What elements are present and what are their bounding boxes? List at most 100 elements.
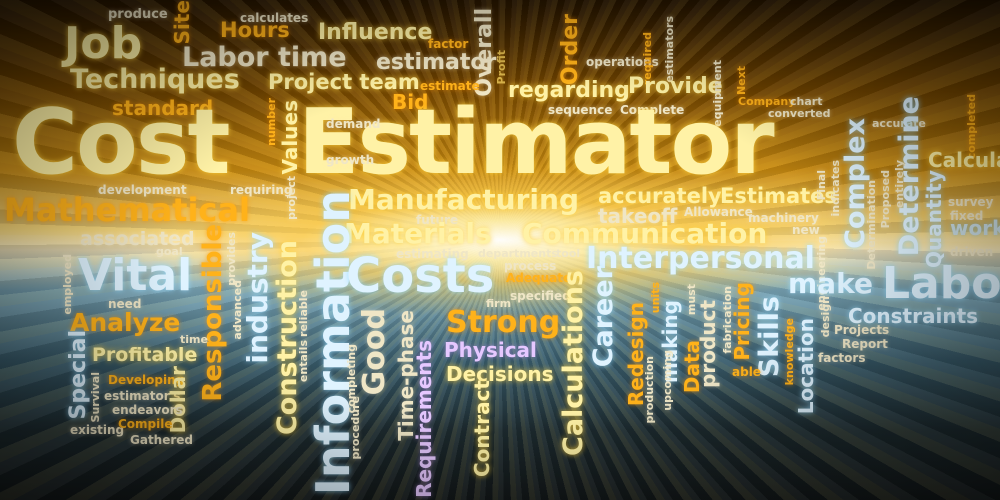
word-factor: factor <box>428 37 469 51</box>
word-estimators: estimators <box>663 16 676 83</box>
word-indicates: indicates <box>829 160 842 217</box>
word-vital: Vital <box>78 250 193 301</box>
word-knowledge: knowledge <box>783 318 796 386</box>
word-converted: converted <box>768 107 831 120</box>
word-sequence: sequence <box>548 103 613 117</box>
word-labor: Labo <box>882 258 1000 309</box>
word-reliable: reliable <box>297 290 310 337</box>
word-career: Career <box>588 266 619 368</box>
word-labor-time: Labor time <box>182 42 347 73</box>
word-goal: goal <box>156 245 183 258</box>
word-job: Job <box>64 18 143 69</box>
word-data: Data <box>680 340 704 394</box>
word-site: Site <box>170 0 194 45</box>
word-departments: departments <box>478 247 558 260</box>
word-operations: operations <box>586 55 659 69</box>
word-project-team: Project team <box>268 70 420 94</box>
word-accurately: accurately <box>598 184 722 208</box>
word-estimates: Estimates <box>720 184 837 208</box>
word-requiring: requiring <box>230 183 293 197</box>
word-estimator-big: Estimator <box>298 90 775 195</box>
word-requirements: Requirements <box>412 340 436 498</box>
word-existing: existing <box>70 423 125 437</box>
word-need: need <box>108 297 142 311</box>
word-costs: Costs <box>346 248 495 304</box>
word-time: time <box>180 333 208 346</box>
word-special: Special <box>66 330 91 420</box>
word-produce: produce <box>108 7 168 22</box>
word-entirely: entirely <box>893 160 906 209</box>
word-influence: Influence <box>318 20 433 45</box>
word-construction: Construction <box>272 240 303 436</box>
word-entails: entails <box>297 340 310 383</box>
word-estimating: estimating <box>396 247 469 261</box>
word-final: Final <box>815 170 828 201</box>
word-calculates: calculates <box>240 11 309 25</box>
word-production: production <box>643 356 656 424</box>
word-process: process <box>504 259 557 273</box>
word-new: new <box>792 223 820 237</box>
word-communication: Communication <box>522 217 768 250</box>
word-specified: specified <box>510 289 571 303</box>
word-analyze: Analyze <box>70 308 181 337</box>
word-make: make <box>788 267 873 300</box>
word-tool: tool <box>556 247 581 260</box>
word-endeavors: endeavors <box>112 403 183 417</box>
word-provide: Provide <box>628 74 723 99</box>
word-manufacturing: Manufacturing <box>348 183 579 216</box>
word-order: Order <box>558 14 583 86</box>
word-survival: Survival <box>89 372 102 423</box>
word-chart: chart <box>790 95 823 108</box>
word-interpersonal: Interpersonal <box>586 241 815 276</box>
word-cost: Cost <box>12 90 230 195</box>
word-estimator: estimator <box>376 50 497 75</box>
word-development: development <box>98 183 187 197</box>
word-projects: Projects <box>834 323 890 337</box>
word-firm: firm <box>486 297 512 310</box>
word-good: Good <box>357 308 392 396</box>
word-report: Report <box>842 337 888 351</box>
word-gathered: Gathered <box>130 433 194 447</box>
word-procedure: procedure <box>349 396 362 460</box>
word-calculations-vertical: Calculations <box>558 270 589 456</box>
word-survey: survey <box>948 195 994 209</box>
word-able: able <box>732 365 761 379</box>
word-number: number <box>265 98 278 146</box>
word-adequate: Adequate <box>506 271 572 285</box>
word-accurate: accurate <box>872 117 926 130</box>
word-profitable: Profitable <box>92 344 198 366</box>
word-demand: demand <box>326 117 381 131</box>
word-estimate: estimate <box>420 79 480 93</box>
word-fixed: fixed <box>950 209 984 223</box>
word-associated: associated <box>80 228 195 250</box>
word-upcoming: upcoming <box>661 350 674 411</box>
word-complete: Complete <box>620 103 685 117</box>
word-driven: driven <box>950 245 994 259</box>
word-regarding: regarding <box>508 78 630 103</box>
word-industry: industry <box>241 232 274 364</box>
word-standard: standard <box>112 96 214 120</box>
word-physical: Physical <box>444 338 537 362</box>
word-factors: factors <box>818 351 866 365</box>
word-work: work <box>950 216 1000 240</box>
word-contract: Contract <box>470 380 494 477</box>
word-growth: growth <box>326 153 375 167</box>
word-decisions: Decisions <box>446 362 554 386</box>
word-design: design <box>819 296 832 338</box>
word-employed: employed <box>61 254 74 315</box>
word-calculations: Calculations <box>928 148 1000 172</box>
word-project: project <box>285 176 298 220</box>
word-techniques: Techniques <box>70 64 240 95</box>
word-allowance: Allowance <box>684 205 753 219</box>
word-company: Company <box>738 95 796 108</box>
word-estimators-possessive: estimator's <box>104 389 181 403</box>
word-responsible: Responsible <box>198 224 228 402</box>
word-location: Location <box>794 318 818 415</box>
word-materials: Materials <box>344 217 492 250</box>
word-profit: Profit <box>495 50 508 85</box>
word-proposed: Proposed <box>879 170 892 229</box>
word-future: future <box>416 213 459 227</box>
word-determination: Determination <box>865 180 878 270</box>
word-pricing: Pricing <box>730 282 754 361</box>
